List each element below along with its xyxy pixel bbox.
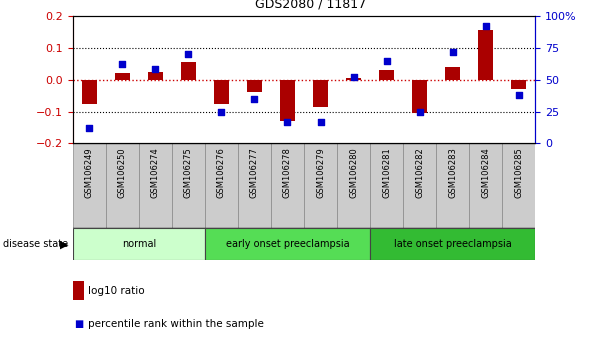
Text: ▶: ▶ [60,239,68,249]
Text: GSM106284: GSM106284 [481,148,490,198]
Bar [280,80,295,121]
Bar [238,143,271,228]
Text: normal: normal [122,239,156,249]
Point [348,74,358,80]
Bar [73,143,106,228]
Bar [337,143,370,228]
Text: GSM106249: GSM106249 [85,148,94,198]
Bar [370,143,403,228]
Bar [412,80,427,113]
Text: log10 ratio: log10 ratio [88,286,145,296]
Bar [346,78,361,80]
Bar [445,67,460,80]
Bar [247,80,262,92]
Point [117,62,127,67]
Bar [181,62,196,80]
Text: percentile rank within the sample: percentile rank within the sample [88,319,264,329]
Text: early onset preeclampsia: early onset preeclampsia [226,239,350,249]
Point [514,92,523,98]
Bar [73,228,205,260]
Bar [148,72,163,80]
Text: GSM106283: GSM106283 [448,148,457,199]
Bar [304,143,337,228]
Text: GSM106282: GSM106282 [415,148,424,198]
Text: GDS2080 / 11817: GDS2080 / 11817 [255,0,367,11]
Point [250,96,260,102]
Text: GSM106277: GSM106277 [250,148,259,199]
Point [447,49,457,55]
Bar [502,143,535,228]
Point [85,125,94,131]
Bar [478,30,493,80]
Text: GSM106281: GSM106281 [382,148,391,198]
Bar [205,143,238,228]
Bar [313,80,328,107]
Point [216,109,226,114]
Point [382,58,392,63]
Bar [139,143,172,228]
Bar [370,228,535,260]
Point [316,119,325,125]
Text: GSM106274: GSM106274 [151,148,160,198]
Point [151,67,161,72]
Bar [172,143,205,228]
Bar [469,143,502,228]
Text: GSM106280: GSM106280 [349,148,358,198]
Bar [205,228,370,260]
Bar [436,143,469,228]
Bar [115,73,130,80]
Point [184,51,193,57]
Bar [379,70,394,80]
Point [415,109,424,114]
Text: GSM106279: GSM106279 [316,148,325,198]
Point [481,23,491,29]
Bar [106,143,139,228]
Text: GSM106250: GSM106250 [118,148,127,198]
Text: late onset preeclampsia: late onset preeclampsia [393,239,511,249]
Bar [214,80,229,103]
Text: GSM106278: GSM106278 [283,148,292,199]
Point [283,119,292,125]
Bar [271,143,304,228]
Text: GSM106275: GSM106275 [184,148,193,198]
Text: ■: ■ [74,319,83,329]
Text: GSM106276: GSM106276 [217,148,226,199]
Bar [82,80,97,103]
Text: disease state: disease state [3,239,68,249]
Text: GSM106285: GSM106285 [514,148,523,198]
Bar [511,80,526,89]
Bar [403,143,436,228]
